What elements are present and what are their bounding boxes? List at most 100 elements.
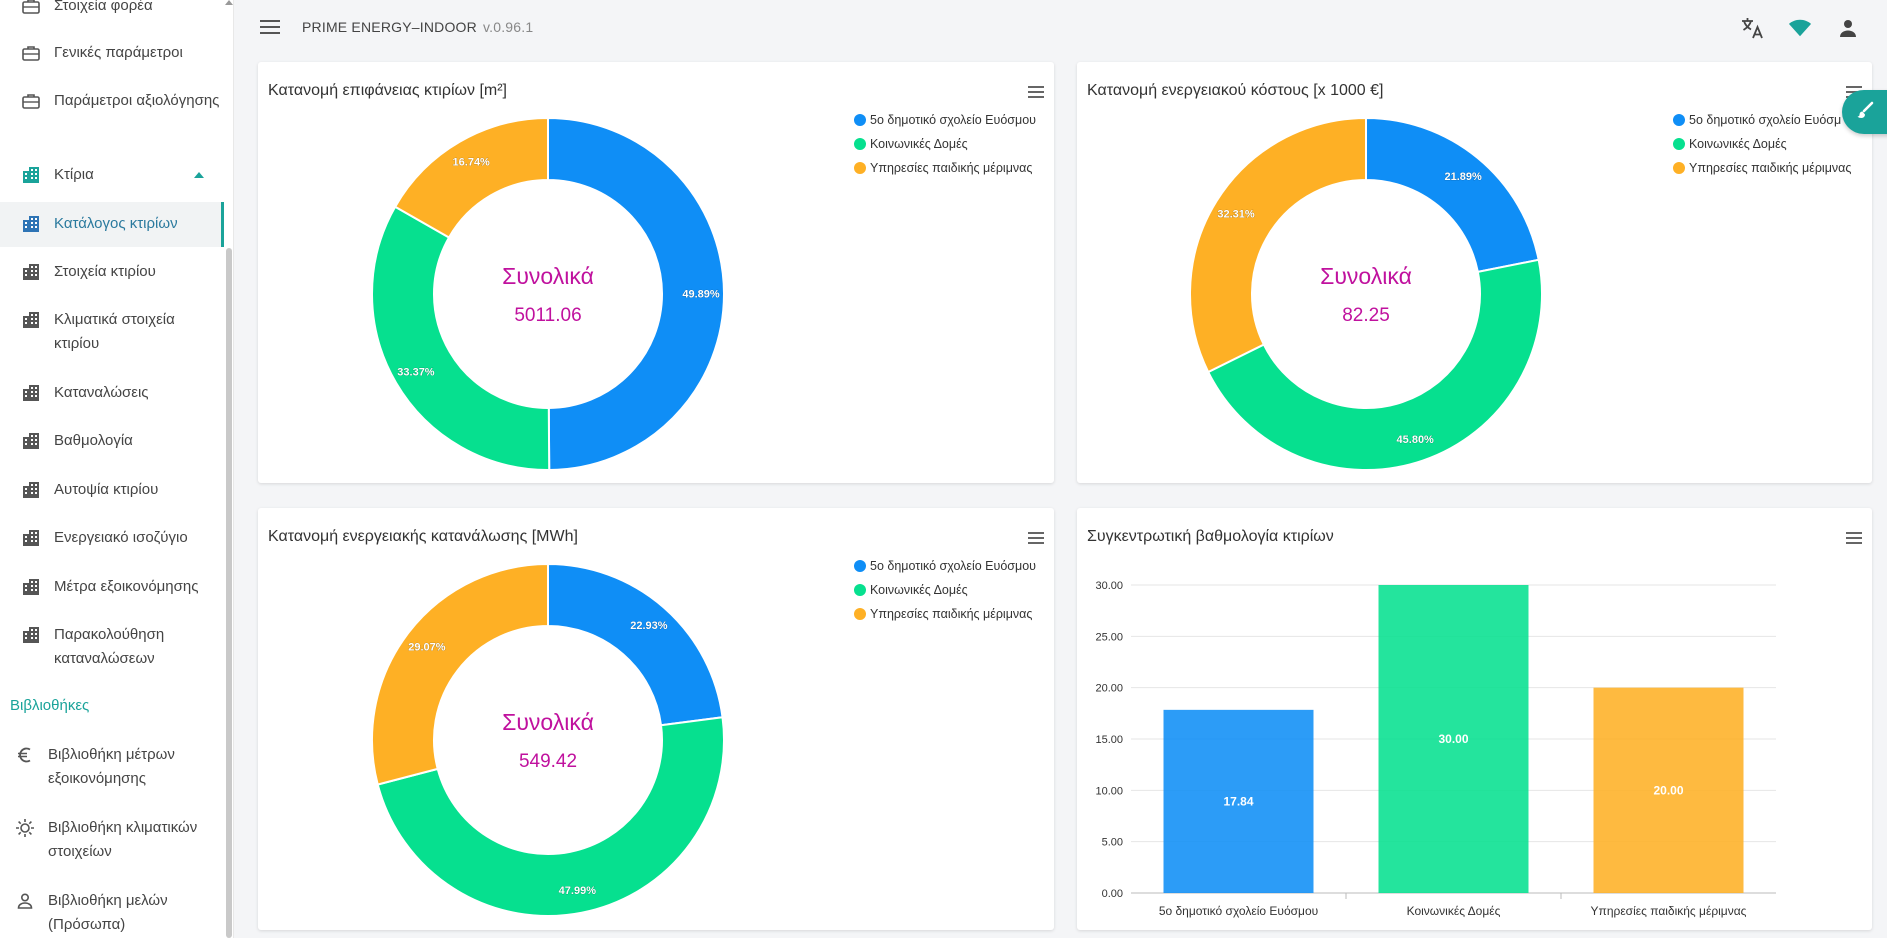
chart-card-surface: Κατανομή επιφάνειας κτιρίων [m²] 49.89% 3… <box>258 62 1054 483</box>
legend-label: 5ο δημοτικό σχολείο Ευόσμου <box>870 113 1037 127</box>
pie-slice-label: 21.89% <box>1444 171 1482 183</box>
sidebar-item-general-parameters[interactable]: Γενικές παράμετροι <box>0 41 224 65</box>
pie-slice-label: 45.80% <box>1397 434 1435 446</box>
y-tick-label: 5.00 <box>1102 837 1123 849</box>
legend-marker <box>1673 162 1685 174</box>
sidebar-item-members-library[interactable]: Βιβλιοθήκη μελών (Πρόσωπα) <box>0 889 224 937</box>
chart-card-scores: Συγκεντρωτική βαθμολογία κτιρίων 0.00 5.0… <box>1077 508 1872 930</box>
wifi-icon <box>1788 16 1812 40</box>
pie-slice-label: 16.74% <box>453 157 491 169</box>
bar[interactable] <box>1593 687 1744 893</box>
sidebar-item-climate-library[interactable]: Βιβλιοθήκη κλιματικών στοιχείων <box>0 816 224 864</box>
pie-slice-label: 33.37% <box>397 366 435 378</box>
donut-chart-cost: 21.89% 45.80% 32.31% Συνολικά 82.25 <box>1189 116 1543 471</box>
legend-item-childcare[interactable]: Υπηρεσίες παιδικής μέριμνας <box>854 602 1036 626</box>
bar-value-label: 20.00 <box>1653 783 1683 797</box>
theme-customizer-button[interactable] <box>1842 90 1887 134</box>
sidebar-item-label: Γενικές παράμετροι <box>54 44 183 61</box>
sun-icon <box>14 817 36 839</box>
pie-slice-label: 22.93% <box>630 620 668 632</box>
legend-label: 5ο δημοτικό σχολείο Ευόσμου <box>870 559 1037 573</box>
x-tick-label: Υπηρεσίες παιδικής μέριμνας <box>1591 904 1747 918</box>
sidebar-group-buildings[interactable]: Κτίρια <box>0 163 224 187</box>
sidebar-scroll-up-arrow[interactable] <box>225 0 233 5</box>
legend-item-school[interactable]: 5ο δημοτικό σχολείο Ευόσμ <box>1673 108 1851 132</box>
legend-item-childcare[interactable]: Υπηρεσίες παιδικής μέριμνας <box>1673 156 1851 180</box>
legend-item-school[interactable]: 5ο δημοτικό σχολείο Ευόσμου <box>854 108 1036 132</box>
legend-item-social[interactable]: Κοινωνικές Δομές <box>854 132 1036 156</box>
sidebar-item-buildings-catalog[interactable]: Κατάλογος κτιρίων <box>0 202 224 247</box>
sidebar-scrollbar[interactable] <box>226 248 232 938</box>
sidebar-item-building-climate[interactable]: Κλιματικά στοιχεία κτιρίου <box>0 308 224 356</box>
briefcase-icon <box>20 0 42 17</box>
legend-item-social[interactable]: Κοινωνικές Δομές <box>1673 132 1851 156</box>
chart-legend: 5ο δημοτικό σχολείο Ευόσμου Κοινωνικές Δ… <box>854 554 1036 626</box>
y-tick-label: 0.00 <box>1102 888 1123 900</box>
top-bar: PRIME ENERGY–INDOOR v.0.96.1 <box>234 0 1887 56</box>
bar[interactable] <box>1163 709 1314 893</box>
pie-slice[interactable] <box>547 562 724 727</box>
pie-slice[interactable] <box>376 716 725 917</box>
pie-slice[interactable] <box>371 562 549 786</box>
sidebar-item-label: Βιβλιοθήκη μέτρων εξοικονόμησης <box>48 746 175 787</box>
pie-slice[interactable] <box>371 205 551 471</box>
pie-slice[interactable] <box>1189 116 1367 374</box>
chart-menu-button[interactable] <box>1028 86 1044 98</box>
building-icon <box>20 164 42 186</box>
sidebar-item-saving-measures[interactable]: Μέτρα εξοικονόμησης <box>0 575 224 599</box>
chart-menu-button[interactable] <box>1028 532 1044 544</box>
sidebar-item-saving-measures-library[interactable]: Βιβλιοθήκη μέτρων εξοικονόμησης <box>0 743 224 791</box>
person-icon <box>14 890 36 912</box>
bar-value-label: 30.00 <box>1438 732 1468 746</box>
sidebar-item-label: Βαθμολογία <box>54 432 133 449</box>
pie-slice[interactable] <box>1365 116 1540 274</box>
chart-legend: 5ο δημοτικό σχολείο Ευόσμου Κοινωνικές Δ… <box>854 108 1036 180</box>
chart-title: Συγκεντρωτική βαθμολογία κτιρίων <box>1087 528 1334 545</box>
donut-chart-surface: 49.89% 33.37% 16.74% Συνολικά 5011.06 <box>371 116 726 472</box>
pie-slice[interactable] <box>547 116 726 472</box>
account-icon[interactable] <box>1836 16 1860 40</box>
app-version: v.0.96.1 <box>482 19 534 35</box>
sidebar-item-organization-details[interactable]: Στοιχεία φορέα <box>0 0 224 18</box>
pie-slice[interactable] <box>1206 258 1543 471</box>
legend-marker <box>854 114 866 126</box>
legend-item-school[interactable]: 5ο δημοτικό σχολείο Ευόσμου <box>854 554 1036 578</box>
legend-label: Κοινωνικές Δομές <box>870 583 968 597</box>
bar[interactable] <box>1378 585 1529 893</box>
legend-marker <box>854 138 866 150</box>
menu-toggle-button[interactable] <box>260 20 280 34</box>
legend-item-childcare[interactable]: Υπηρεσίες παιδικής μέριμνας <box>854 156 1036 180</box>
sidebar-item-label: Στοιχεία κτιρίου <box>54 263 156 280</box>
pie-slice-label: 49.89% <box>682 288 720 300</box>
legend-marker <box>854 608 866 620</box>
pie-slice-label: 29.07% <box>408 642 446 654</box>
y-tick-label: 20.00 <box>1095 683 1123 695</box>
legend-label: Υπηρεσίες παιδικής μέριμνας <box>870 607 1033 621</box>
pie-slice[interactable] <box>393 116 549 239</box>
translate-icon[interactable] <box>1740 16 1764 40</box>
sidebar-item-label: Παράμετροι αξιολόγησης <box>54 92 220 109</box>
sidebar-item-label: Αυτοψία κτιρίου <box>54 481 159 498</box>
brush-icon <box>1856 101 1874 124</box>
building-icon <box>20 261 42 283</box>
building-icon <box>20 382 42 404</box>
sidebar-item-energy-balance[interactable]: Ενεργειακό ισοζύγιο <box>0 526 224 550</box>
sidebar-item-evaluation-parameters[interactable]: Παράμετροι αξιολόγησης <box>0 89 224 113</box>
sidebar-item-rating[interactable]: Βαθμολογία <box>0 429 224 453</box>
y-tick-label: 15.00 <box>1095 734 1123 746</box>
legend-label: 5ο δημοτικό σχολείο Ευόσμ <box>1689 113 1842 127</box>
donut-center-label: Συνολικά <box>502 263 594 289</box>
sidebar-item-building-details[interactable]: Στοιχεία κτιρίου <box>0 260 224 284</box>
chart-menu-button[interactable] <box>1846 532 1862 544</box>
sidebar-item-building-inspection[interactable]: Αυτοψία κτιρίου <box>0 478 224 502</box>
sidebar-item-consumption-monitoring[interactable]: Παρακολούθηση καταναλώσεων <box>0 623 224 671</box>
legend-item-social[interactable]: Κοινωνικές Δομές <box>854 578 1036 602</box>
donut-center-label: Συνολικά <box>1320 263 1412 289</box>
bar-value-label: 17.84 <box>1223 794 1253 808</box>
sidebar-item-consumptions[interactable]: Καταναλώσεις <box>0 381 224 405</box>
sidebar-item-label: Καταναλώσεις <box>54 384 149 401</box>
pie-slice-label: 32.31% <box>1217 208 1255 220</box>
donut-center-value: 82.25 <box>1342 305 1390 326</box>
chart-card-cost: Κατανομή ενεργειακού κόστους [x 1000 €] … <box>1077 62 1872 483</box>
